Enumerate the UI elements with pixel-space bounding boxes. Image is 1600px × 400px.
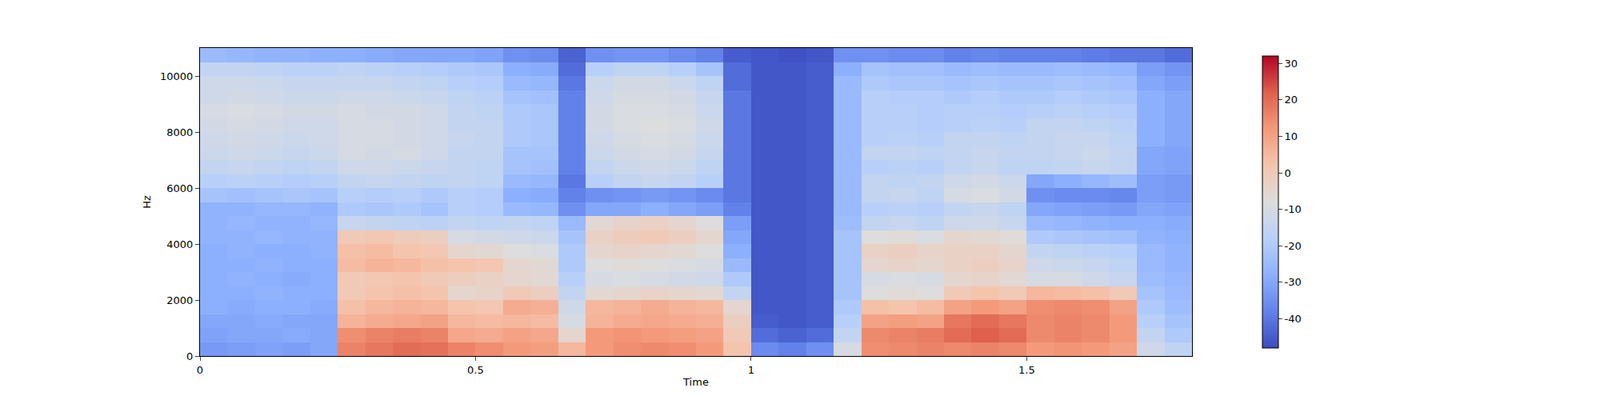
svg-text:-40: -40 xyxy=(1284,312,1302,325)
svg-text:10: 10 xyxy=(1284,130,1299,143)
svg-text:30: 30 xyxy=(1284,57,1299,70)
svg-text:6000: 6000 xyxy=(166,182,193,195)
svg-text:Hz: Hz xyxy=(140,195,153,209)
svg-text:0: 0 xyxy=(186,350,193,363)
svg-text:0: 0 xyxy=(196,364,204,376)
svg-text:-30: -30 xyxy=(1284,276,1302,288)
svg-text:2000: 2000 xyxy=(166,294,193,307)
svg-text:Time: Time xyxy=(682,376,709,388)
svg-text:0.5: 0.5 xyxy=(467,364,484,376)
svg-text:10000: 10000 xyxy=(160,70,193,83)
svg-text:20: 20 xyxy=(1284,93,1299,106)
svg-text:1.5: 1.5 xyxy=(1018,364,1036,376)
svg-text:-20: -20 xyxy=(1284,240,1302,252)
svg-text:0: 0 xyxy=(1284,167,1292,180)
svg-text:1: 1 xyxy=(748,364,755,376)
svg-text:8000: 8000 xyxy=(166,126,193,139)
svg-text:-10: -10 xyxy=(1284,203,1302,216)
svg-text:4000: 4000 xyxy=(166,238,193,251)
